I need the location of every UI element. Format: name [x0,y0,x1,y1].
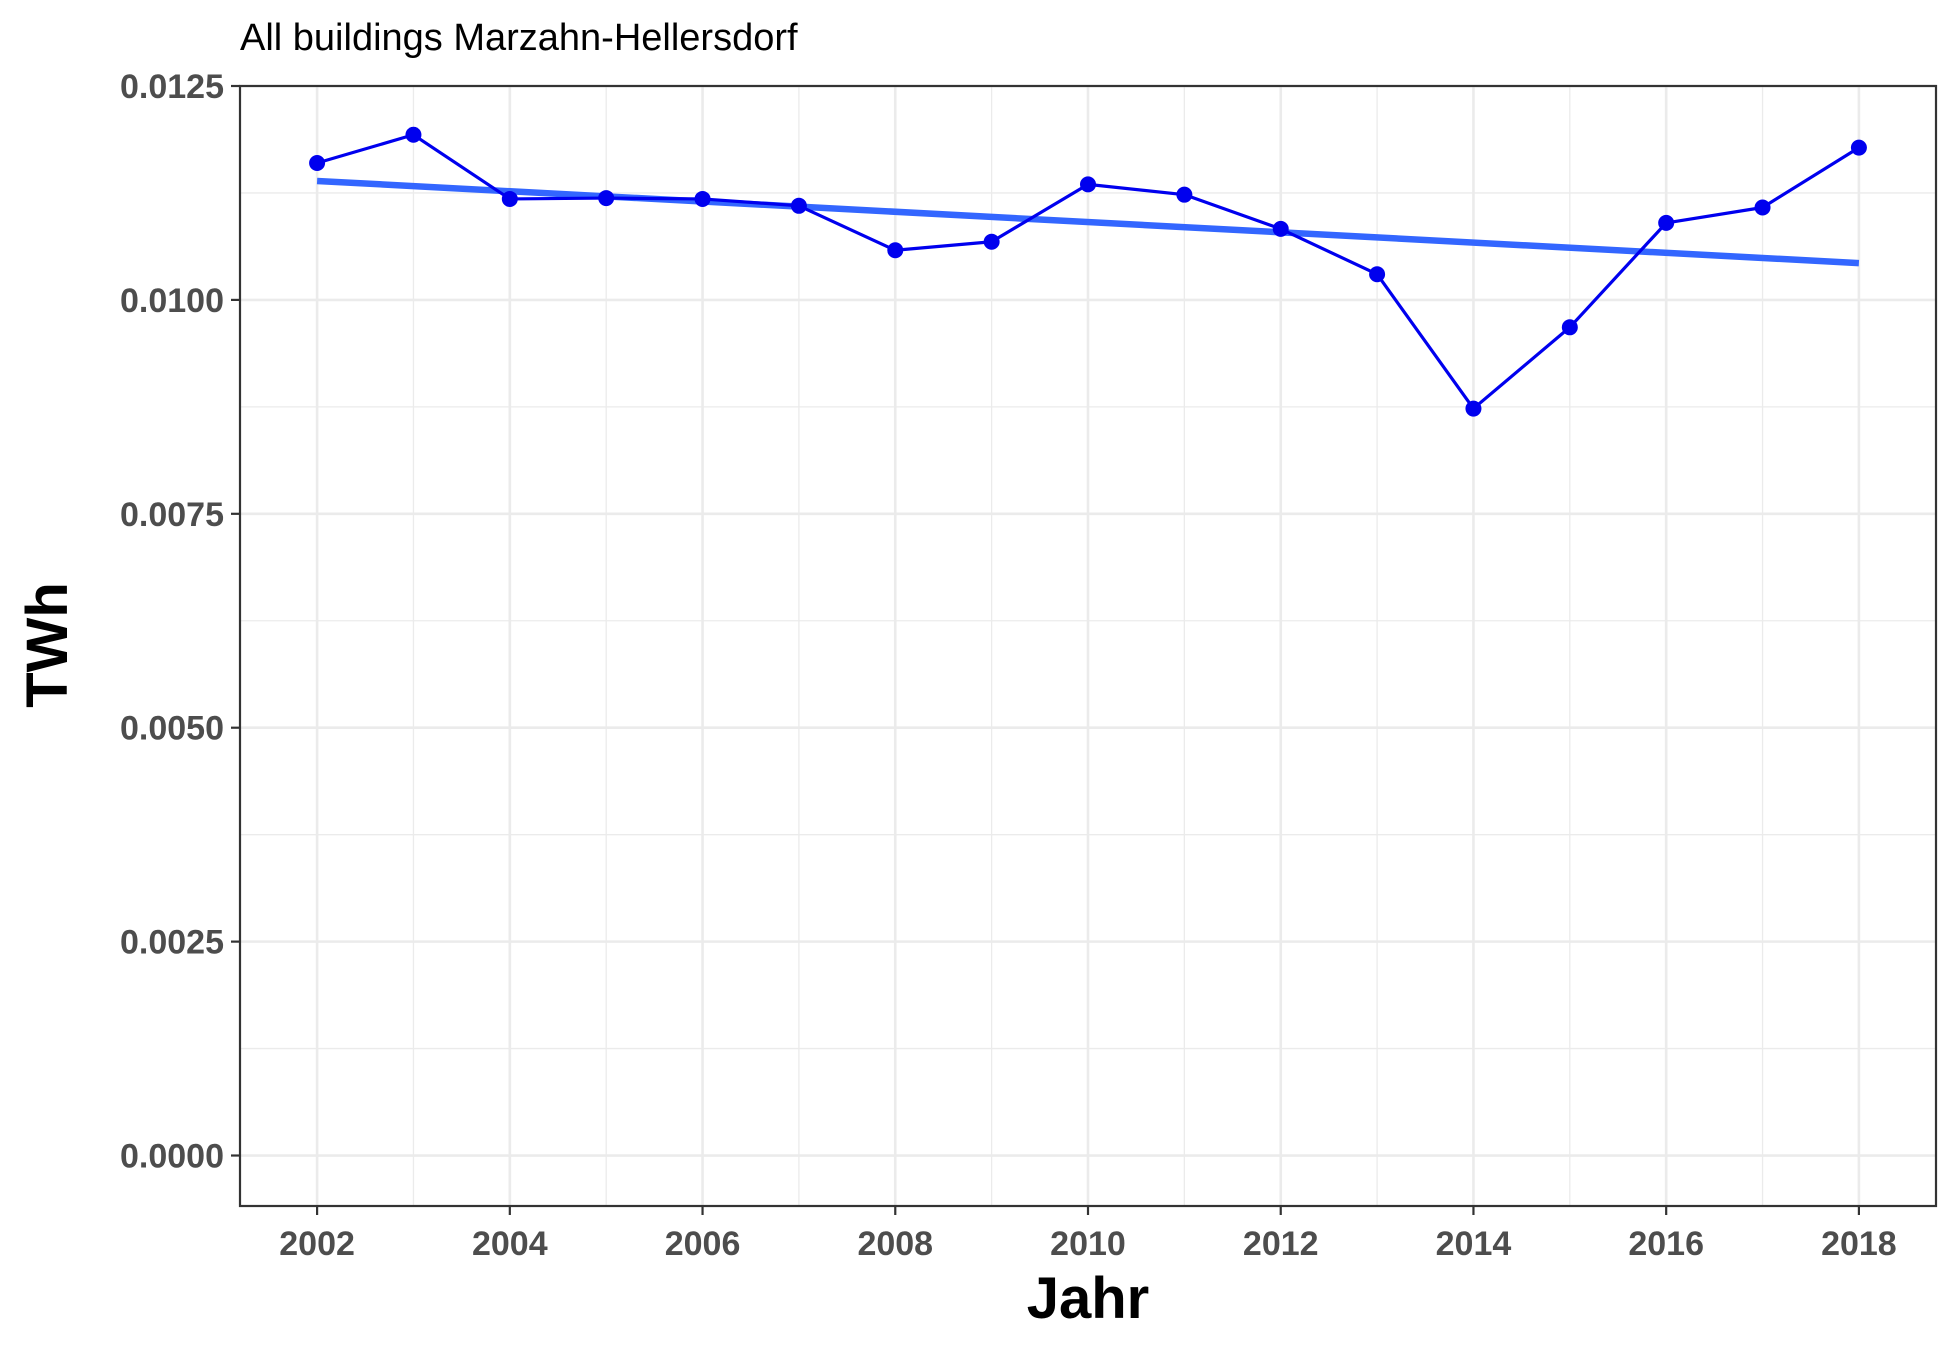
chart-title: All buildings Marzahn-Hellersdorf [240,17,798,59]
data-point [1176,186,1193,203]
data-point [309,155,326,172]
y-tick-label: 0.0000 [120,1138,224,1176]
data-point [1465,400,1482,417]
x-tick-label: 2002 [279,1225,355,1263]
series-layer [309,126,1867,417]
data-point [501,190,518,207]
data-point [1850,139,1867,156]
x-tick-label: 2016 [1628,1225,1704,1263]
data-point [694,190,711,207]
data-point [983,233,1000,250]
x-tick-label: 2010 [1050,1225,1126,1263]
data-point [1080,176,1096,193]
x-tick-label: 2008 [857,1225,933,1263]
y-tick-label: 0.0075 [120,496,224,534]
x-tick-label: 2018 [1821,1225,1897,1263]
data-point [790,197,807,214]
x-tick-label: 2012 [1243,1225,1319,1263]
x-tick-label: 2014 [1436,1225,1512,1263]
x-tick-label: 2004 [472,1225,548,1263]
data-point [1658,214,1675,231]
x-axis-ticks: 2002 2004 2006 2008 2010 2012 2014 2016 2018 [279,1206,1897,1263]
data-point [1754,199,1771,216]
y-tick-label: 0.0025 [120,924,224,962]
y-tick-label: 0.0100 [120,282,224,320]
x-tick-label: 2006 [665,1225,741,1263]
x-axis-title: Jahr [1027,1266,1150,1331]
data-point [887,242,904,259]
y-tick-label: 0.0050 [120,710,224,748]
y-axis-title: TWh [15,582,80,708]
trend-layer [316,177,1860,267]
y-tick-label: 0.0125 [120,68,224,106]
data-point [1369,266,1386,283]
data-point [1561,319,1578,336]
y-axis-ticks: 0.0000 0.0025 0.0050 0.0075 0.0100 0.0125 [120,68,240,1176]
trend-line [316,177,1860,267]
data-point [598,190,615,207]
data-point [405,126,422,143]
data-point [1272,220,1289,237]
